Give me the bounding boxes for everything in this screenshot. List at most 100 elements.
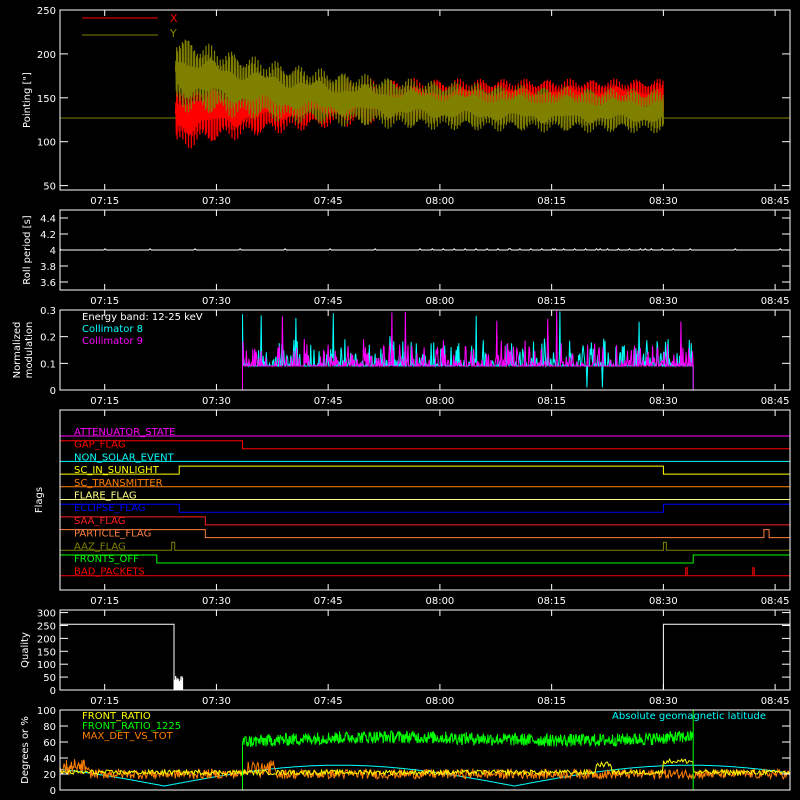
- x-tick-label: 07:45: [314, 196, 343, 207]
- x-tick-label: 07:45: [314, 596, 343, 607]
- modulation-ylabel-line2: modulation: [24, 322, 35, 379]
- roll-ylabel: Roll period [s]: [22, 215, 33, 284]
- x-tick-label: 08:15: [537, 596, 566, 607]
- pointing-ylabel: Pointing ["]: [22, 72, 33, 128]
- y-tick-label: 200: [37, 50, 56, 61]
- y-tick-label: 0: [50, 386, 56, 397]
- flag-label-non-solar-event: NON_SOLAR_EVENT: [74, 452, 175, 463]
- roll-xticks: 07:15 07:30 07:45 08:00 08:15 08:30 08:45: [90, 210, 790, 307]
- x-tick-label: 07:45: [314, 396, 343, 407]
- roll-yticks: 3.6 3.8 4 4.2 4.4: [40, 214, 790, 289]
- x-tick-label: 07:15: [90, 196, 119, 207]
- modulation-yticks: 0 0.1 0.2 0.3: [40, 306, 790, 397]
- pointing-panel: Pointing ["] 50 100 150 200 250 07:15 07:30 07…: [22, 6, 791, 207]
- x-tick-label: 07:15: [90, 696, 119, 707]
- x-tick-label: 08:30: [649, 396, 678, 407]
- quality-spikes: [173, 676, 184, 690]
- x-tick-label: 08:30: [649, 696, 678, 707]
- x-tick-label: 07:15: [90, 396, 119, 407]
- flag-label-eclipse-flag: ECLIPSE_FLAG: [74, 503, 145, 514]
- legend-geomagnetic-latitude: Absolute geomagnetic latitude: [612, 711, 766, 722]
- flag-label-gap-flag: GAP_FLAG: [74, 440, 126, 451]
- y-tick-label: 0.1: [40, 359, 56, 370]
- legend-y-label: Y: [169, 27, 177, 40]
- flag-label-sc-transmitter: SC_TRANSMITTER: [74, 478, 163, 489]
- pointing-series-y: [174, 39, 664, 134]
- legend-x-label: X: [170, 12, 178, 25]
- x-tick-label: 07:15: [90, 596, 119, 607]
- flag-label-saa-flag: SAA_FLAG: [74, 516, 125, 527]
- flag-line-sc-in-sunlight: [60, 465, 790, 475]
- flag-line-aaz-flag: [60, 541, 790, 551]
- quality-frame: [59, 609, 791, 691]
- legend-front-ratio: FRONT_RATIO: [82, 711, 151, 722]
- front-ratio-line: [59, 757, 791, 777]
- y-tick-label: 150: [37, 647, 56, 658]
- y-tick-label: 3.8: [40, 262, 56, 273]
- y-tick-label: 4: [50, 246, 56, 257]
- x-tick-label: 07:30: [202, 296, 231, 307]
- y-tick-label: 80: [43, 722, 56, 733]
- x-tick-label: 07:30: [202, 596, 231, 607]
- y-tick-label: 300: [37, 609, 56, 620]
- y-tick-label: 150: [37, 94, 56, 105]
- modulation-xticks: 07:15 07:30 07:45 08:00 08:15 08:30 08:45: [90, 310, 790, 407]
- x-tick-label: 08:00: [425, 396, 454, 407]
- flag-line-saa-flag: [60, 516, 790, 526]
- x-tick-label: 08:00: [425, 696, 454, 707]
- x-tick-label: 07:15: [90, 296, 119, 307]
- y-tick-label: 40: [43, 754, 56, 765]
- quality-ylabel: Quality: [20, 632, 31, 668]
- x-tick-label: 07:45: [314, 696, 343, 707]
- roll-series: [59, 248, 790, 251]
- flag-label-bad-packets: BAD_PACKETS: [74, 567, 145, 578]
- y-tick-label: 50: [43, 673, 56, 684]
- flag-label-particle-flag: PARTICLE_FLAG: [74, 529, 151, 540]
- pointing-frame: [59, 9, 791, 191]
- legend-front-ratio-1225: FRONT_RATIO_1225: [82, 721, 181, 732]
- degrees-ylabel: Degrees or %: [20, 716, 31, 784]
- y-tick-label: 250: [37, 6, 56, 17]
- x-tick-label: 08:30: [649, 196, 678, 207]
- flag-label-sc-in-sunlight: SC_IN_SUNLIGHT: [74, 465, 160, 476]
- flag-label-fronts-off: FRONTS_OFF: [74, 554, 139, 565]
- flag-line-eclipse-flag: [60, 503, 790, 513]
- max-det-vs-tot-line: [59, 759, 791, 781]
- pointing-xticks: 07:15 07:30 07:45 08:00 08:15 08:30 08:45: [90, 10, 790, 207]
- y-tick-label: 50: [43, 182, 56, 193]
- x-tick-label: 08:45: [761, 296, 790, 307]
- y-tick-label: 0: [50, 786, 56, 797]
- flag-line-fronts-off: [60, 554, 790, 564]
- y-tick-label: 100: [37, 138, 56, 149]
- modulation-panel: Normalized modulation 00.10.20.3 07:15 07…: [12, 306, 791, 407]
- x-tick-label: 08:45: [761, 196, 790, 207]
- y-tick-label: 100: [37, 706, 56, 717]
- y-tick-label: 0.2: [40, 333, 56, 344]
- y-tick-label: 4.4: [40, 214, 56, 225]
- pointing-yticks: 50 100 150 200 250: [37, 6, 790, 193]
- x-tick-label: 08:15: [537, 296, 566, 307]
- y-tick-label: 100: [37, 660, 56, 671]
- flag-label-aaz-flag: AAZ_FLAG: [74, 541, 126, 552]
- roll-panel: Roll period [s] 3.6 3.8 4 4.2 4.4 07:15 07:30…: [22, 209, 791, 307]
- roll-period-line: [59, 248, 790, 251]
- y-tick-label: 250: [37, 621, 56, 632]
- x-tick-label: 07:45: [314, 296, 343, 307]
- y-tick-label: 60: [43, 738, 56, 749]
- x-tick-label: 07:30: [202, 196, 231, 207]
- x-tick-label: 08:15: [537, 696, 566, 707]
- x-tick-label: 08:45: [761, 696, 790, 707]
- x-tick-label: 08:00: [425, 296, 454, 307]
- y-tick-label: 200: [37, 634, 56, 645]
- x-tick-label: 08:30: [649, 596, 678, 607]
- y-tick-label: 0: [50, 686, 56, 697]
- x-tick-label: 08:30: [649, 296, 678, 307]
- energy-band-annotation: Energy band: 12-25 keV: [82, 312, 203, 323]
- flags-ylabel: Flags: [34, 487, 45, 513]
- y-tick-label: 3.6: [40, 278, 56, 289]
